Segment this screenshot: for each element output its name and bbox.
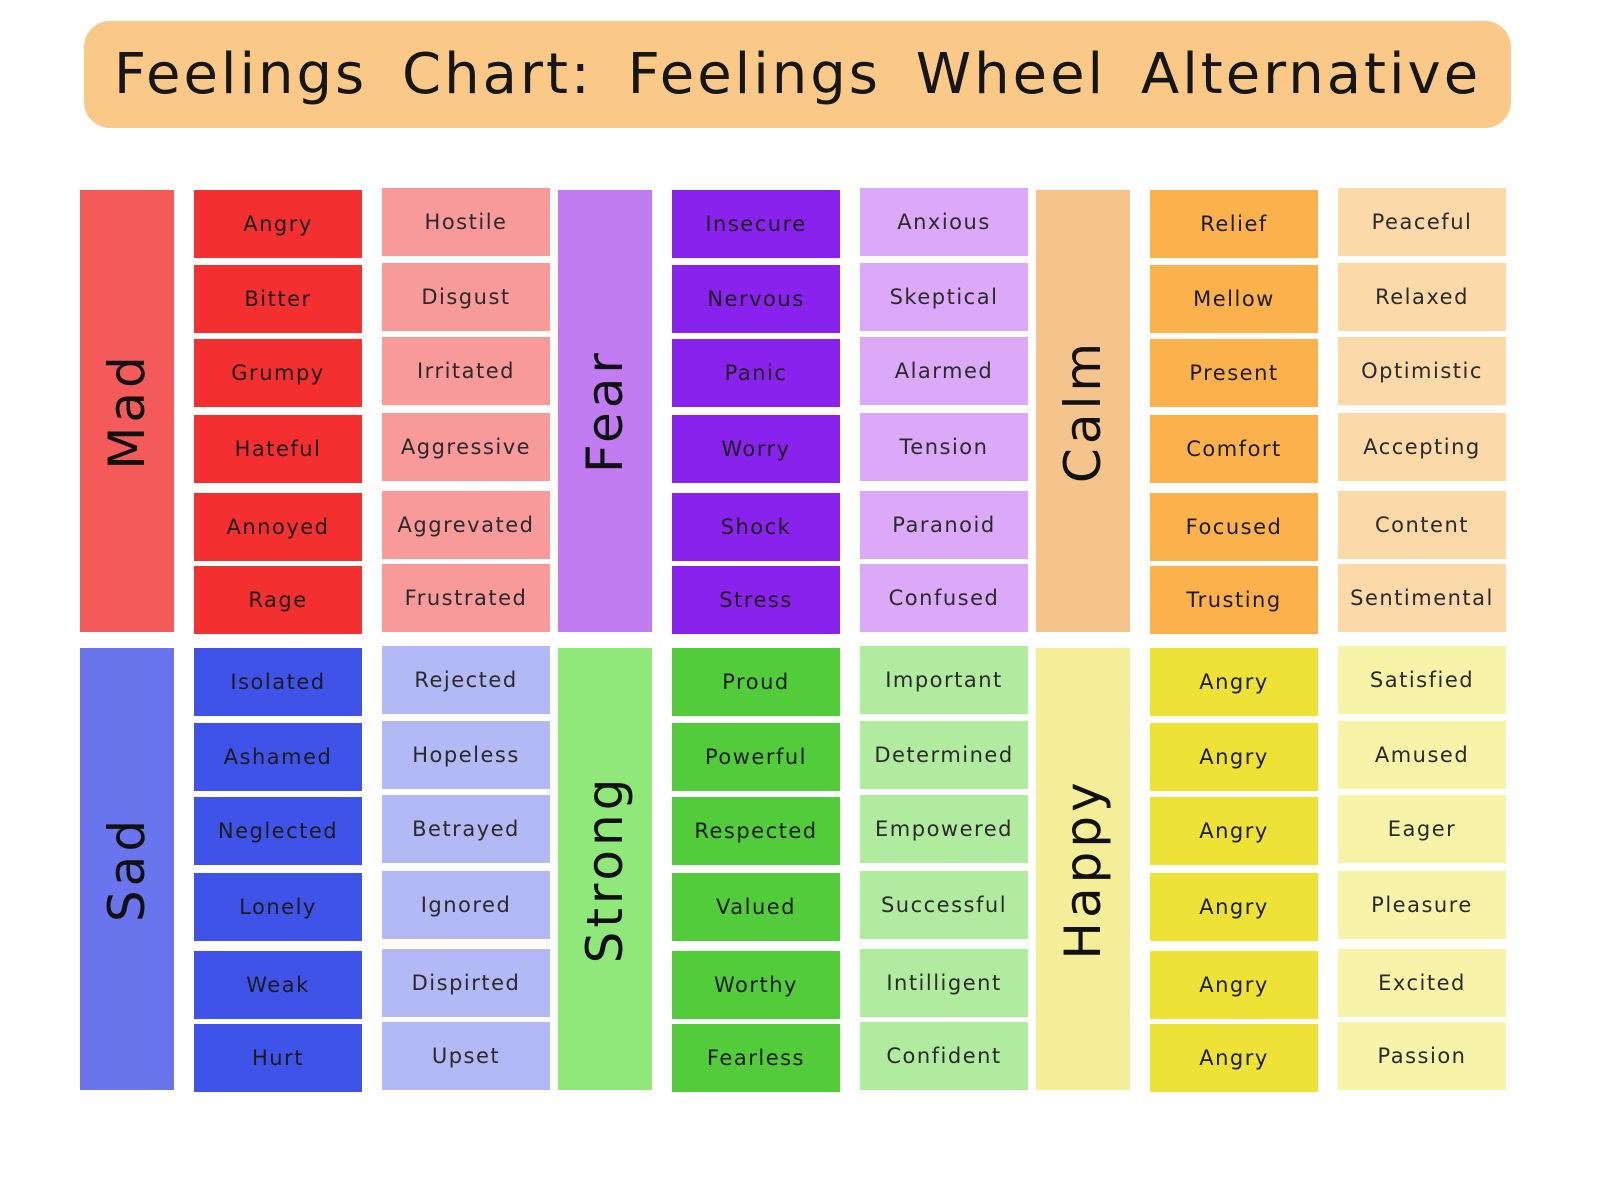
primary-feeling-cell: Worry bbox=[672, 415, 840, 483]
primary-feeling-cell: Neglected bbox=[194, 797, 362, 865]
secondary-feeling-cell: Aggressive bbox=[382, 413, 550, 481]
secondary-feeling-cell: Accepting bbox=[1338, 413, 1506, 481]
primary-feeling-cell: Comfort bbox=[1150, 415, 1318, 483]
secondary-feeling-cell: Pleasure bbox=[1338, 871, 1506, 939]
category-label-fear: Fear bbox=[558, 190, 652, 632]
primary-feeling-cell: Stress bbox=[672, 566, 840, 634]
category-label-text: Happy bbox=[1054, 778, 1112, 960]
secondary-feeling-cell: Empowered bbox=[860, 795, 1028, 863]
group-mad: Mad Angry Hostile Bitter Disgust Grumpy Irrita… bbox=[80, 188, 550, 634]
category-label-text: Sad bbox=[98, 815, 156, 923]
secondary-feeling-cell: Ignored bbox=[382, 871, 550, 939]
secondary-feeling-cell: Rejected bbox=[382, 646, 550, 714]
category-label-text: Mad bbox=[98, 352, 156, 470]
secondary-feeling-cell: Relaxed bbox=[1338, 263, 1506, 331]
primary-feeling-cell: Weak bbox=[194, 951, 362, 1019]
category-label-text: Fear bbox=[576, 349, 634, 473]
title-banner: Feelings Chart: Feelings Wheel Alternati… bbox=[84, 21, 1511, 128]
secondary-feeling-cell: Sentimental bbox=[1338, 564, 1506, 632]
secondary-feeling-cell: Hostile bbox=[382, 188, 550, 256]
primary-feeling-cell: Proud bbox=[672, 648, 840, 716]
primary-feeling-cell: Angry bbox=[1150, 797, 1318, 865]
secondary-feeling-cell: Irritated bbox=[382, 337, 550, 405]
primary-feeling-cell: Relief bbox=[1150, 190, 1318, 258]
secondary-feeling-cell: Disgust bbox=[382, 263, 550, 331]
secondary-feeling-cell: Successful bbox=[860, 871, 1028, 939]
primary-feeling-cell: Trusting bbox=[1150, 566, 1318, 634]
secondary-feeling-cell: Betrayed bbox=[382, 795, 550, 863]
secondary-feeling-cell: Determined bbox=[860, 721, 1028, 789]
primary-feeling-cell: Angry bbox=[194, 190, 362, 258]
group-calm: Calm Relief Peaceful Mellow Relaxed Present Op… bbox=[1036, 188, 1506, 634]
secondary-feeling-cell: Skeptical bbox=[860, 263, 1028, 331]
group-fear: Fear Insecure Anxious Nervous Skeptical Panic… bbox=[558, 188, 1028, 634]
category-label-mad: Mad bbox=[80, 190, 174, 632]
secondary-feeling-cell: Dispirted bbox=[382, 949, 550, 1017]
primary-feeling-cell: Shock bbox=[672, 493, 840, 561]
primary-feeling-cell: Insecure bbox=[672, 190, 840, 258]
primary-feeling-cell: Angry bbox=[1150, 723, 1318, 791]
primary-feeling-cell: Angry bbox=[1150, 648, 1318, 716]
primary-feeling-cell: Annoyed bbox=[194, 493, 362, 561]
primary-feeling-cell: Angry bbox=[1150, 1024, 1318, 1092]
group-strong: Strong Proud Important Powerful Determined Re… bbox=[558, 646, 1028, 1092]
secondary-feeling-cell: Satisfied bbox=[1338, 646, 1506, 714]
group-happy: Happy Angry Satisfied Angry Amused Angry Eager… bbox=[1036, 646, 1506, 1092]
primary-feeling-cell: Powerful bbox=[672, 723, 840, 791]
primary-feeling-cell: Hurt bbox=[194, 1024, 362, 1092]
primary-feeling-cell: Panic bbox=[672, 339, 840, 407]
category-label-text: Calm bbox=[1054, 338, 1112, 484]
secondary-feeling-cell: Confused bbox=[860, 564, 1028, 632]
secondary-feeling-cell: Amused bbox=[1338, 721, 1506, 789]
primary-feeling-cell: Respected bbox=[672, 797, 840, 865]
primary-feeling-cell: Angry bbox=[1150, 873, 1318, 941]
primary-feeling-cell: Fearless bbox=[672, 1024, 840, 1092]
secondary-feeling-cell: Excited bbox=[1338, 949, 1506, 1017]
category-label-sad: Sad bbox=[80, 648, 174, 1090]
secondary-feeling-cell: Frustrated bbox=[382, 564, 550, 632]
primary-feeling-cell: Grumpy bbox=[194, 339, 362, 407]
primary-feeling-cell: Ashamed bbox=[194, 723, 362, 791]
secondary-feeling-cell: Alarmed bbox=[860, 337, 1028, 405]
primary-feeling-cell: Focused bbox=[1150, 493, 1318, 561]
secondary-feeling-cell: Important bbox=[860, 646, 1028, 714]
category-label-happy: Happy bbox=[1036, 648, 1130, 1090]
primary-feeling-cell: Worthy bbox=[672, 951, 840, 1019]
secondary-feeling-cell: Aggrevated bbox=[382, 491, 550, 559]
primary-feeling-cell: Angry bbox=[1150, 951, 1318, 1019]
primary-feeling-cell: Mellow bbox=[1150, 265, 1318, 333]
secondary-feeling-cell: Anxious bbox=[860, 188, 1028, 256]
primary-feeling-cell: Nervous bbox=[672, 265, 840, 333]
primary-feeling-cell: Valued bbox=[672, 873, 840, 941]
primary-feeling-cell: Bitter bbox=[194, 265, 362, 333]
secondary-feeling-cell: Tension bbox=[860, 413, 1028, 481]
primary-feeling-cell: Rage bbox=[194, 566, 362, 634]
primary-feeling-cell: Lonely bbox=[194, 873, 362, 941]
category-label-strong: Strong bbox=[558, 648, 652, 1090]
primary-feeling-cell: Isolated bbox=[194, 648, 362, 716]
secondary-feeling-cell: Eager bbox=[1338, 795, 1506, 863]
secondary-feeling-cell: Hopeless bbox=[382, 721, 550, 789]
primary-feeling-cell: Present bbox=[1150, 339, 1318, 407]
secondary-feeling-cell: Upset bbox=[382, 1022, 550, 1090]
category-label-text: Strong bbox=[576, 774, 634, 964]
primary-feeling-cell: Hateful bbox=[194, 415, 362, 483]
secondary-feeling-cell: Peaceful bbox=[1338, 188, 1506, 256]
page-title: Feelings Chart: Feelings Wheel Alternati… bbox=[113, 42, 1482, 107]
secondary-feeling-cell: Optimistic bbox=[1338, 337, 1506, 405]
secondary-feeling-cell: Content bbox=[1338, 491, 1506, 559]
secondary-feeling-cell: Paranoid bbox=[860, 491, 1028, 559]
secondary-feeling-cell: Confident bbox=[860, 1022, 1028, 1090]
category-label-calm: Calm bbox=[1036, 190, 1130, 632]
secondary-feeling-cell: Intilligent bbox=[860, 949, 1028, 1017]
secondary-feeling-cell: Passion bbox=[1338, 1022, 1506, 1090]
group-sad: Sad Isolated Rejected Ashamed Hopeless Neglec… bbox=[80, 646, 550, 1092]
